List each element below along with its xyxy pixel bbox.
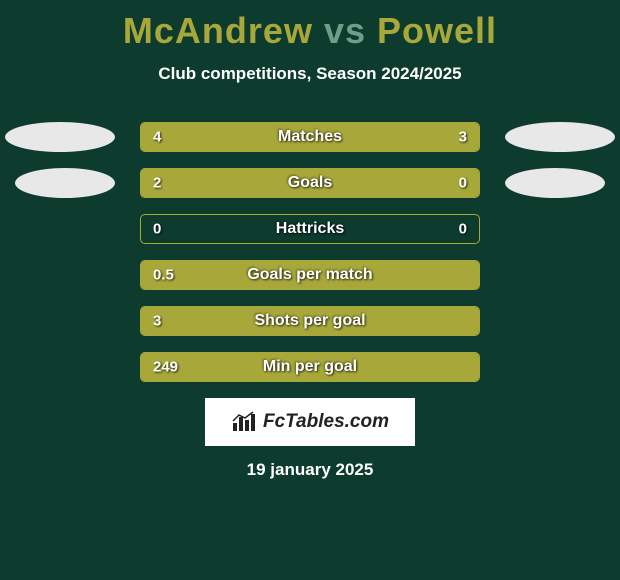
stat-bar-right bbox=[401, 169, 479, 197]
stat-bar-track: Goals 2 0 bbox=[140, 168, 480, 198]
stat-bar-track: Hattricks 0 0 bbox=[140, 214, 480, 244]
stat-bar-track: Matches 4 3 bbox=[140, 122, 480, 152]
stat-label: Min per goal bbox=[263, 358, 357, 376]
stat-value-left: 3 bbox=[153, 313, 161, 330]
stat-bar-right bbox=[334, 123, 479, 151]
stat-bar-left bbox=[141, 169, 401, 197]
stat-value-right: 0 bbox=[459, 175, 467, 192]
stat-row: Hattricks 0 0 bbox=[0, 214, 620, 244]
stat-value-right: 3 bbox=[459, 129, 467, 146]
stat-value-left: 0 bbox=[153, 221, 161, 238]
stat-row: Min per goal 249 bbox=[0, 352, 620, 382]
vs-text: vs bbox=[324, 10, 366, 51]
stat-value-left: 0.5 bbox=[153, 267, 174, 284]
stat-row: Matches 4 3 bbox=[0, 122, 620, 152]
stat-label: Matches bbox=[278, 128, 342, 146]
stat-value-left: 2 bbox=[153, 175, 161, 192]
subtitle: Club competitions, Season 2024/2025 bbox=[0, 64, 620, 84]
stat-row: Shots per goal 3 bbox=[0, 306, 620, 336]
stat-label: Shots per goal bbox=[254, 312, 365, 330]
stat-value-left: 249 bbox=[153, 359, 178, 376]
stat-bar-track: Min per goal 249 bbox=[140, 352, 480, 382]
comparison-title: McAndrew vs Powell bbox=[0, 0, 620, 52]
player2-name: Powell bbox=[377, 10, 497, 51]
snapshot-date: 19 january 2025 bbox=[0, 460, 620, 480]
stat-value-right: 0 bbox=[459, 221, 467, 238]
stats-chart: Matches 4 3 Goals 2 0 Hattricks 0 0 Goals per mat… bbox=[0, 122, 620, 382]
stat-value-left: 4 bbox=[153, 129, 161, 146]
player1-name: McAndrew bbox=[123, 10, 313, 51]
stat-bar-track: Shots per goal 3 bbox=[140, 306, 480, 336]
stat-label: Goals bbox=[288, 174, 332, 192]
stat-bar-track: Goals per match 0.5 bbox=[140, 260, 480, 290]
fctables-logo: FcTables.com bbox=[205, 398, 415, 446]
stat-row: Goals 2 0 bbox=[0, 168, 620, 198]
stat-label: Goals per match bbox=[247, 266, 372, 284]
chart-icon bbox=[231, 411, 257, 433]
logo-text: FcTables.com bbox=[263, 411, 389, 433]
stat-row: Goals per match 0.5 bbox=[0, 260, 620, 290]
stat-label: Hattricks bbox=[276, 220, 344, 238]
